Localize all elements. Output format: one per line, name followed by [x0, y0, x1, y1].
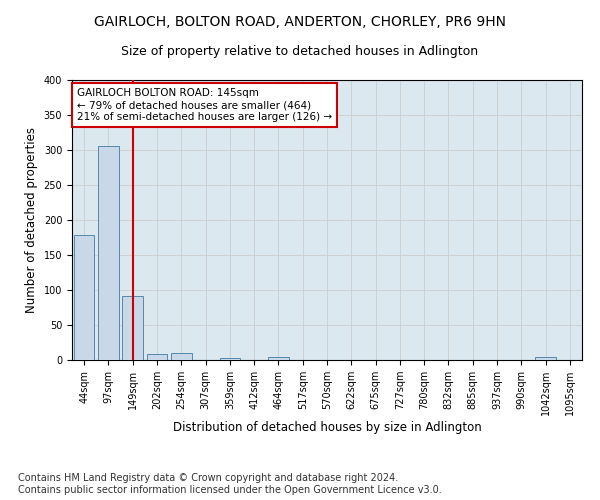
Bar	[74, 236, 94, 360]
X-axis label: Distribution of detached houses by size in Adlington: Distribution of detached houses by size …	[173, 420, 481, 434]
Text: GAIRLOCH BOLTON ROAD: 145sqm
← 79% of detached houses are smaller (464)
21% of s: GAIRLOCH BOLTON ROAD: 145sqm ← 79% of de…	[77, 88, 332, 122]
Bar	[268, 356, 289, 360]
Bar	[98, 146, 119, 360]
Y-axis label: Number of detached properties: Number of detached properties	[25, 127, 38, 313]
Bar	[146, 354, 167, 360]
Text: GAIRLOCH, BOLTON ROAD, ANDERTON, CHORLEY, PR6 9HN: GAIRLOCH, BOLTON ROAD, ANDERTON, CHORLEY…	[94, 15, 506, 29]
Bar	[122, 296, 143, 360]
Text: Size of property relative to detached houses in Adlington: Size of property relative to detached ho…	[121, 45, 479, 58]
Bar	[220, 358, 240, 360]
Text: Contains HM Land Registry data © Crown copyright and database right 2024.
Contai: Contains HM Land Registry data © Crown c…	[18, 474, 442, 495]
Bar	[171, 353, 191, 360]
Bar	[535, 357, 556, 360]
